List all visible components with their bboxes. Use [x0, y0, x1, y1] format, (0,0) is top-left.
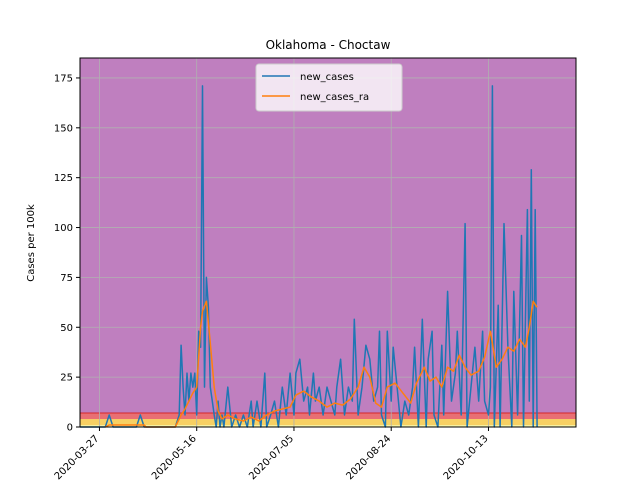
x-tick-label: 2020-07-05: [247, 433, 296, 480]
y-tick-label: 25: [60, 373, 73, 384]
chart-title: Oklahoma - Choctaw: [266, 38, 391, 52]
legend-label-new_cases: new_cases: [300, 72, 354, 83]
y-tick-label: 75: [60, 273, 73, 284]
legend: new_cases new_cases_ra: [255, 63, 403, 112]
risk-band-0: [80, 425, 576, 427]
y-axis-label: Cases per 100k: [26, 204, 37, 282]
x-tick-label: 2020-10-13: [442, 433, 491, 480]
y-tick-label: 175: [54, 73, 73, 84]
series-line-new_cases_ra: [104, 300, 538, 428]
series-line-new_cases: [80, 85, 538, 428]
x-tick-label: 2020-08-24: [344, 433, 393, 480]
axes-frame: [79, 57, 577, 428]
risk-band-2: [80, 413, 576, 420]
y-tick-label: 125: [54, 173, 73, 184]
legend-label-new_cases_ra: new_cases_ra: [300, 92, 369, 103]
x-tick-label: 2020-03-27: [53, 433, 102, 480]
y-tick-label: 50: [60, 323, 73, 334]
y-tick-label: 0: [67, 423, 73, 434]
y-tick-label: 100: [54, 223, 73, 234]
x-axis-ticks: 2020-03-27 2020-05-16 2020-07-05 2020-08-24…: [53, 427, 491, 480]
y-tick-label: 150: [54, 123, 73, 134]
axes: [79, 57, 577, 428]
x-tick-label: 2020-05-16: [150, 433, 199, 480]
y-axis-ticks: 0 25 50 75 100 125 150 175: [54, 73, 80, 434]
risk-band-1: [80, 419, 576, 426]
legend-box: [255, 63, 403, 112]
series-layer: [80, 85, 538, 428]
